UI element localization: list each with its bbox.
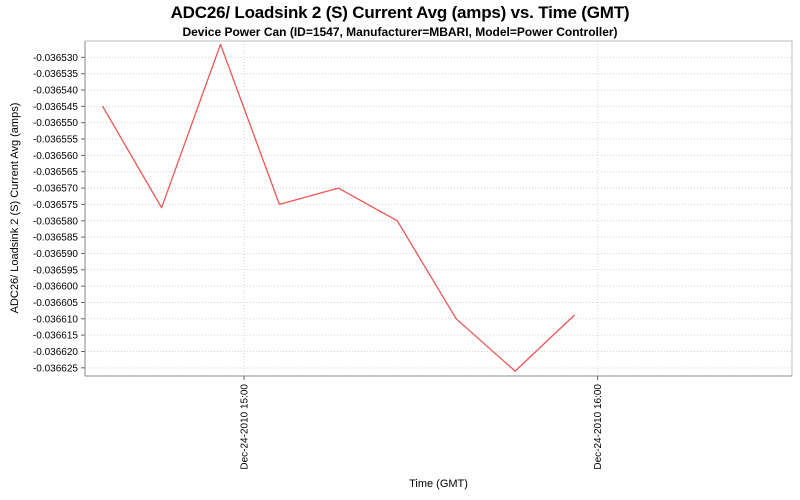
y-tick-label: -0.036610 <box>33 314 78 325</box>
series-line <box>102 43 575 372</box>
y-tick-label: -0.036575 <box>33 200 78 211</box>
x-axis-title: Time (GMT) <box>409 478 468 490</box>
gridlines <box>85 41 792 376</box>
y-tick-label: -0.036585 <box>33 233 78 244</box>
chart-subtitle: Device Power Can (ID=1547, Manufacturer=… <box>182 25 618 39</box>
y-tick-label: -0.036535 <box>33 69 78 80</box>
y-tick-label: -0.036530 <box>33 53 78 64</box>
y-tick-label: -0.036565 <box>33 167 78 178</box>
x-tick-label: Dec-24-2010 16:00 <box>593 384 604 470</box>
y-tick-label: -0.036560 <box>33 151 78 162</box>
y-tick-label: -0.036625 <box>33 363 78 374</box>
y-tick-label: -0.036540 <box>33 86 78 97</box>
y-tick-label: -0.036555 <box>33 135 78 146</box>
plot-frame <box>84 40 793 377</box>
tick-labels: -0.036530 -0.036535 -0.036540 -0.036545 -0.0… <box>33 53 604 470</box>
chart-title: ADC26/ Loadsink 2 (S) Current Avg (amps)… <box>170 3 630 22</box>
y-tick-label: -0.036615 <box>33 331 78 342</box>
y-tick-label: -0.036550 <box>33 118 78 129</box>
y-tick-label: -0.036545 <box>33 102 78 113</box>
y-tick-label: -0.036605 <box>33 298 78 309</box>
y-tick-label: -0.036620 <box>33 347 78 358</box>
y-tick-label: -0.036580 <box>33 216 78 227</box>
y-tick-label: -0.036590 <box>33 249 78 260</box>
tick-marks <box>81 56 599 380</box>
y-tick-label: -0.036595 <box>33 265 78 276</box>
y-tick-label: -0.036570 <box>33 184 78 195</box>
y-tick-label: -0.036600 <box>33 282 78 293</box>
x-tick-label: Dec-24-2010 15:00 <box>240 384 251 470</box>
